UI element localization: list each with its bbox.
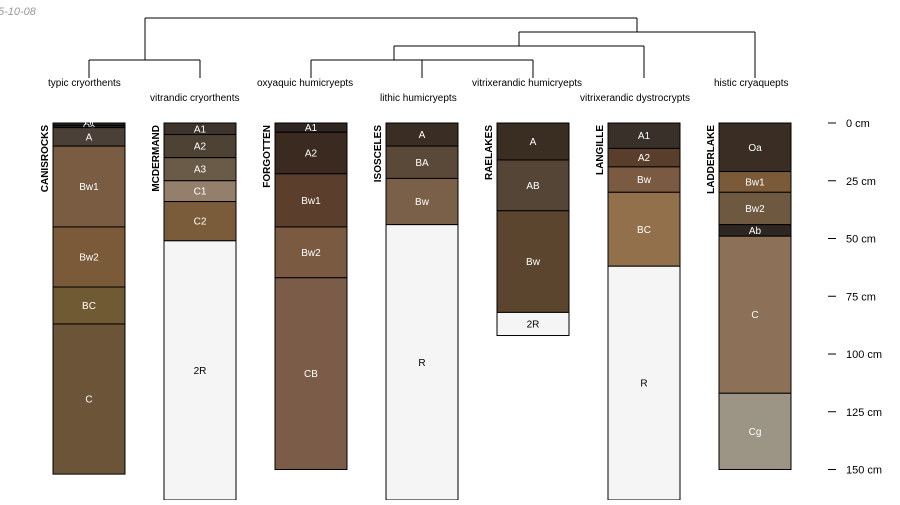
horizon-label: Bw2 bbox=[301, 248, 321, 259]
horizon-label: A2 bbox=[638, 153, 651, 164]
horizon-label: Ab bbox=[749, 226, 762, 237]
horizon-bw bbox=[496, 210, 570, 313]
horizon-label: R bbox=[640, 379, 647, 390]
horizon-label: Bw1 bbox=[79, 182, 99, 193]
horizon-label: Oa bbox=[748, 143, 762, 154]
horizon-a2 bbox=[274, 131, 348, 175]
horizon-bc bbox=[607, 191, 681, 267]
profile-id: MCDERMAND bbox=[151, 125, 162, 192]
taxon-label: oxyaquic humicryepts bbox=[257, 78, 353, 89]
depth-tick-label: 0 cm bbox=[846, 118, 870, 130]
horizon-label: Bw1 bbox=[745, 177, 765, 188]
horizon-c2 bbox=[163, 201, 237, 242]
profile-id: LANGILLE bbox=[595, 125, 606, 175]
horizon-cg bbox=[718, 392, 792, 470]
horizon-label: A1 bbox=[194, 124, 207, 135]
horizon-label: CB bbox=[304, 369, 318, 380]
horizon-bw2 bbox=[52, 226, 126, 288]
horizon-label: A1 bbox=[638, 131, 651, 142]
profile-id: ISOSCELES bbox=[373, 125, 384, 183]
horizon-label: 2R bbox=[527, 319, 540, 330]
horizon-label: A bbox=[86, 132, 93, 143]
horizon-label: BC bbox=[82, 301, 96, 312]
depth-tick-label: 50 cm bbox=[846, 234, 876, 246]
horizon-bc bbox=[52, 286, 126, 325]
horizon-bw bbox=[385, 177, 459, 226]
horizon-label: BC bbox=[637, 225, 651, 236]
depth-tick-label: 25 cm bbox=[846, 176, 876, 188]
taxon-label: histic cryaquepts bbox=[714, 78, 788, 89]
horizon-label: Cg bbox=[749, 427, 762, 438]
taxon-label: vitrixerandic humicryepts bbox=[472, 78, 582, 89]
horizon-label: Bw bbox=[637, 175, 652, 186]
horizon-label: A3 bbox=[194, 165, 207, 176]
horizon-label: A1 bbox=[305, 123, 318, 134]
horizon-r bbox=[607, 265, 681, 501]
horizon-oa bbox=[718, 122, 792, 173]
horizon-bw2 bbox=[718, 191, 792, 226]
date-stamp: 5-10-08 bbox=[0, 6, 36, 18]
horizon-label: Bw2 bbox=[79, 252, 99, 263]
horizon-c bbox=[718, 235, 792, 394]
horizon-label: C bbox=[751, 310, 758, 321]
profile-id: FORGOTTEN bbox=[262, 125, 273, 188]
horizon-label: A bbox=[419, 130, 426, 141]
depth-tick-label: 125 cm bbox=[846, 407, 882, 419]
horizon-label: A2 bbox=[305, 149, 318, 160]
horizon-label: Bw bbox=[415, 197, 430, 208]
profile-id: RAELAKES bbox=[484, 125, 495, 180]
horizon-label: AB bbox=[526, 181, 540, 192]
horizon-label: Bw1 bbox=[301, 196, 321, 207]
horizon-ab bbox=[496, 159, 570, 212]
taxon-label: lithic humicryepts bbox=[380, 93, 457, 104]
horizon-label: Bw bbox=[526, 257, 541, 268]
horizon-label: Oe bbox=[83, 122, 95, 132]
taxon-label: vitrandic cryorthents bbox=[150, 93, 239, 104]
horizon-bw1 bbox=[52, 145, 126, 228]
horizon-label: A bbox=[530, 137, 537, 148]
horizon-label: C2 bbox=[194, 217, 207, 228]
horizon-label: BA bbox=[415, 158, 429, 169]
horizon-label: 2R bbox=[194, 366, 207, 377]
horizon-label: Oi bbox=[85, 120, 94, 130]
horizon-a bbox=[496, 122, 570, 161]
depth-tick-label: 75 cm bbox=[846, 291, 876, 303]
profile-id: LADDERLAKE bbox=[706, 125, 717, 194]
horizon-2r bbox=[496, 311, 570, 337]
horizon-label: A2 bbox=[194, 142, 207, 153]
horizon-label: C1 bbox=[194, 187, 207, 198]
profile-id: CANISROCKS bbox=[40, 125, 51, 193]
horizon-label: Bw2 bbox=[745, 204, 765, 215]
horizon-ba bbox=[385, 145, 459, 179]
taxon-label: vitrixerandic dystrocrypts bbox=[580, 93, 690, 104]
horizon-c bbox=[52, 323, 126, 475]
depth-tick-label: 100 cm bbox=[846, 349, 882, 361]
depth-tick-label: 150 cm bbox=[846, 465, 882, 477]
horizon-2r bbox=[163, 240, 237, 501]
taxon-label: typic cryorthents bbox=[48, 78, 121, 89]
horizon-label: R bbox=[418, 358, 425, 369]
horizon-label: C bbox=[85, 395, 92, 406]
horizon-cb bbox=[274, 277, 348, 470]
